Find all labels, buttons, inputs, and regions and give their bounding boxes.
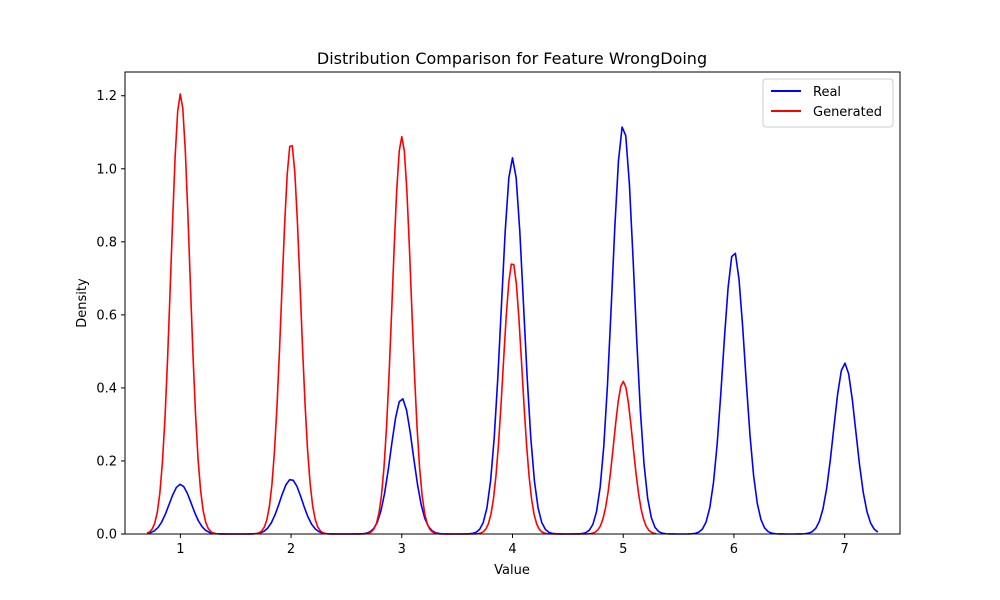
y-tick-label: 0.6 xyxy=(96,308,117,323)
x-tick-label: 6 xyxy=(730,542,738,557)
x-tick-label: 3 xyxy=(398,542,406,557)
x-tick-label: 2 xyxy=(287,542,295,557)
x-axis-label: Value xyxy=(494,563,530,578)
y-tick-label: 0.8 xyxy=(96,235,117,250)
legend-label-generated: Generated xyxy=(813,105,882,120)
y-tick-label: 0.0 xyxy=(96,528,117,543)
x-tick-label: 5 xyxy=(619,542,627,557)
series-line-real xyxy=(146,126,879,535)
x-tick-label: 1 xyxy=(176,542,184,557)
y-axis-label: Density xyxy=(75,278,90,328)
legend-label-real: Real xyxy=(813,85,841,100)
y-tick-label: 1.2 xyxy=(96,89,117,104)
x-axis: 1 2 3 4 5 6 7 xyxy=(176,534,849,557)
y-tick-label: 0.4 xyxy=(96,381,117,396)
y-tick-label: 0.2 xyxy=(96,454,117,469)
x-tick-label: 7 xyxy=(841,542,849,557)
legend: Real Generated xyxy=(762,78,894,128)
y-axis: 0.0 0.2 0.4 0.6 0.8 1.0 1.2 xyxy=(96,89,125,543)
chart-title: Distribution Comparison for Feature Wron… xyxy=(317,49,707,68)
y-tick-label: 1.0 xyxy=(96,162,117,177)
plot-area: 1 2 3 4 5 6 7 0.0 0.2 0.4 0.6 0.8 1.0 1.2 xyxy=(96,71,901,557)
x-tick-label: 4 xyxy=(508,542,516,557)
